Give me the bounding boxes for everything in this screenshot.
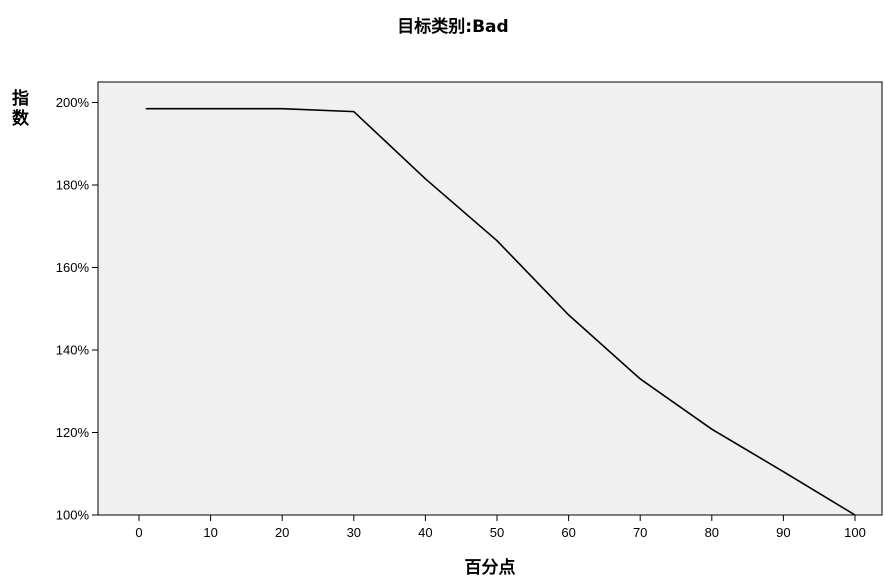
x-tick-label: 10 <box>203 525 217 540</box>
y-axis: 100% 120% 140% 160% 180% 200% <box>56 95 98 523</box>
data-point <box>639 378 641 380</box>
x-tick-label: 40 <box>418 525 432 540</box>
y-tick-label: 200% <box>56 95 90 110</box>
y-axis-title-char-1: 指 <box>12 88 29 109</box>
y-tick-label: 120% <box>56 425 90 440</box>
x-tick-label: 100 <box>844 525 866 540</box>
data-point <box>281 108 283 110</box>
y-axis-title-char-2: 数 <box>12 108 30 129</box>
data-point <box>568 314 570 316</box>
x-tick-label: 60 <box>561 525 575 540</box>
data-point <box>145 108 147 110</box>
data-point <box>496 240 498 242</box>
x-tick-label: 80 <box>705 525 719 540</box>
x-tick-label: 70 <box>633 525 647 540</box>
y-tick-label: 160% <box>56 260 90 275</box>
y-tick-label: 180% <box>56 178 90 193</box>
x-tick-label: 50 <box>490 525 504 540</box>
plot-area <box>97 81 883 516</box>
y-tick-label: 140% <box>56 343 90 358</box>
chart-title: 目标类别:Bad <box>397 16 508 37</box>
data-point <box>711 428 713 430</box>
data-point <box>353 110 355 113</box>
y-tick-label: 100% <box>56 508 90 523</box>
data-point <box>424 178 426 180</box>
x-tick-label: 90 <box>776 525 790 540</box>
data-point <box>782 471 785 473</box>
x-axis-title: 百分点 <box>465 557 516 578</box>
x-axis: 0 10 20 30 40 50 60 70 80 90 100 <box>135 515 866 540</box>
series-points <box>145 108 856 516</box>
data-point <box>210 108 212 110</box>
x-tick-label: 0 <box>135 525 142 540</box>
data-point <box>854 514 856 516</box>
x-tick-label: 20 <box>275 525 289 540</box>
x-tick-label: 30 <box>347 525 361 540</box>
